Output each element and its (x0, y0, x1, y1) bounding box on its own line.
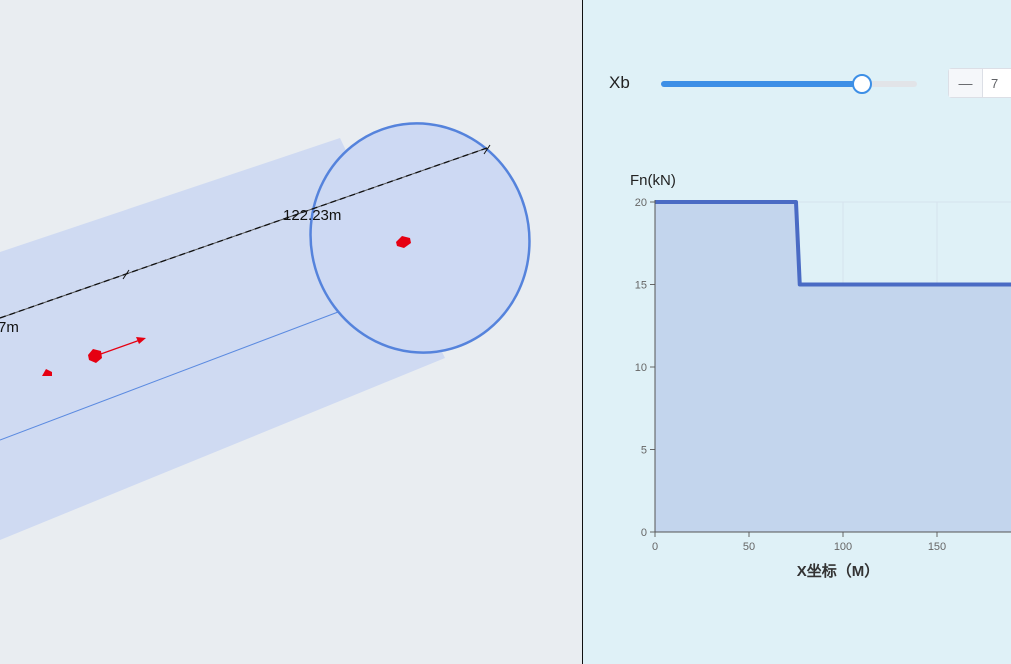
chart-svg: 0 5 10 15 20 0 50 100 150 Fn(kN) X坐标（M） (630, 172, 1011, 580)
y-tick-label: 15 (635, 280, 647, 292)
area-fill (655, 202, 1011, 532)
x-tick-label: 0 (652, 541, 658, 553)
force-chart: 0 5 10 15 20 0 50 100 150 Fn(kN) X坐标（M） (583, 160, 1011, 600)
x-tick-label: 100 (834, 541, 852, 553)
xb-label: Xb (609, 73, 630, 92)
y-axis-title: Fn(kN) (630, 172, 676, 189)
x-tick-label: 50 (743, 541, 755, 553)
distance-label-main: 122.23m (283, 207, 341, 224)
y-tick-label: 20 (635, 197, 647, 209)
x-axis-title: X坐标（M） (797, 562, 880, 580)
marker-mid-point[interactable] (88, 349, 102, 363)
y-tick-label: 5 (641, 445, 647, 457)
marker-left-point[interactable] (42, 369, 52, 376)
y-tick-label: 0 (641, 527, 647, 539)
slider-handle[interactable] (851, 74, 872, 94)
xb-slider[interactable] (661, 70, 919, 98)
measure-tick-end (483, 144, 491, 155)
marker-end-point[interactable] (396, 236, 411, 248)
panel-divider[interactable] (582, 0, 583, 664)
chart-panel: Xb — 0 5 10 15 20 0 50 100 150 Fn(kN) X坐标（M） (583, 0, 1011, 664)
tube-axis-line (0, 308, 347, 441)
measure-tick-mid (122, 269, 130, 280)
measure-line-dash (0, 147, 488, 319)
y-tick-label: 10 (635, 362, 647, 374)
3d-viewport[interactable]: 122.23m 7m (0, 0, 582, 664)
distance-label-partial: 7m (0, 319, 19, 336)
xb-number-stepper: — (948, 68, 1011, 98)
x-tick-label: 150 (928, 541, 946, 553)
force-arrow-shaft (97, 339, 141, 356)
slider-fill (661, 81, 861, 87)
stepper-decrease-button[interactable]: — (949, 69, 983, 97)
stepper-value-input[interactable] (983, 69, 1011, 97)
tube-end-cap (309, 122, 531, 354)
force-arrow-head (136, 337, 146, 344)
series-line (655, 200, 1011, 287)
3d-scene: 122.23m 7m (0, 122, 531, 540)
